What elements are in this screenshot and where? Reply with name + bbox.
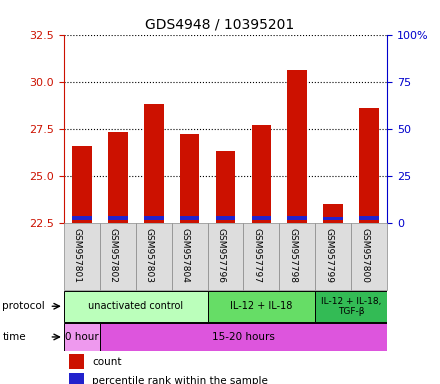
Text: count: count <box>92 357 122 367</box>
Bar <box>315 291 387 322</box>
Text: GSM957802: GSM957802 <box>109 228 118 283</box>
Text: unactivated control: unactivated control <box>88 301 183 311</box>
Bar <box>72 146 92 223</box>
Bar <box>359 216 379 220</box>
Text: protocol: protocol <box>2 301 45 311</box>
Text: GSM957799: GSM957799 <box>324 228 334 283</box>
Bar <box>100 223 136 290</box>
Text: GSM957797: GSM957797 <box>253 228 261 283</box>
Bar <box>172 223 208 290</box>
Text: 15-20 hours: 15-20 hours <box>212 332 275 342</box>
Text: GSM957796: GSM957796 <box>216 228 226 283</box>
Bar <box>359 108 379 223</box>
Text: IL-12 + IL-18: IL-12 + IL-18 <box>230 301 293 311</box>
Text: 0 hour: 0 hour <box>65 332 99 342</box>
Bar <box>69 373 84 384</box>
Bar <box>279 223 315 290</box>
Bar <box>351 223 387 290</box>
Bar <box>208 291 315 322</box>
Bar <box>287 70 307 223</box>
Bar <box>287 216 307 220</box>
Bar <box>323 217 343 220</box>
Text: GSM957803: GSM957803 <box>145 228 154 283</box>
Bar <box>100 323 387 351</box>
Text: IL-12 + IL-18,
TGF-β: IL-12 + IL-18, TGF-β <box>321 296 381 316</box>
Bar <box>72 216 92 220</box>
Bar <box>64 323 100 351</box>
Bar <box>108 216 128 220</box>
Bar <box>64 291 208 322</box>
Bar <box>252 216 271 220</box>
Bar <box>64 223 100 290</box>
Text: GDS4948 / 10395201: GDS4948 / 10395201 <box>145 17 295 31</box>
Bar <box>323 204 343 223</box>
Bar <box>69 354 84 369</box>
Bar <box>208 223 243 290</box>
Text: GSM957800: GSM957800 <box>360 228 369 283</box>
Text: percentile rank within the sample: percentile rank within the sample <box>92 376 268 384</box>
Bar <box>252 125 271 223</box>
Bar <box>315 223 351 290</box>
Bar <box>216 151 235 223</box>
Bar <box>108 132 128 223</box>
Bar <box>180 216 199 220</box>
Bar <box>144 216 164 220</box>
Bar <box>144 104 164 223</box>
Bar <box>180 134 199 223</box>
Text: GSM957801: GSM957801 <box>73 228 82 283</box>
Bar <box>216 216 235 220</box>
Text: GSM957804: GSM957804 <box>180 228 190 283</box>
Text: GSM957798: GSM957798 <box>288 228 297 283</box>
Bar <box>243 223 279 290</box>
Bar <box>136 223 172 290</box>
Text: time: time <box>2 332 26 342</box>
